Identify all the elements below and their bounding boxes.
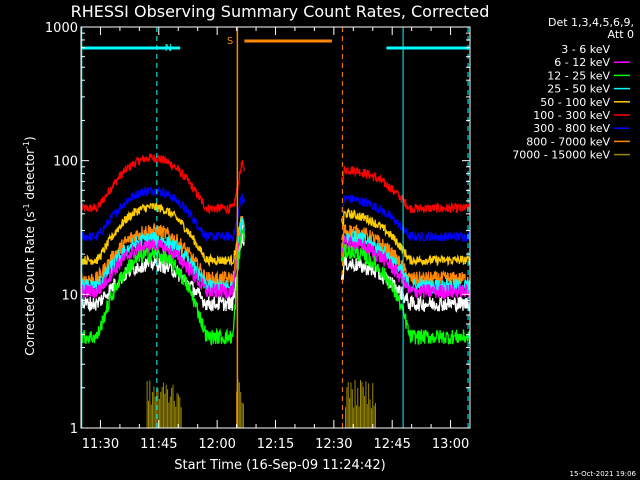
x-tick-label-1: 11:45 [140, 437, 177, 452]
legend-label-5: 50 - 100 keV [540, 96, 610, 109]
series-line-6-seg-2 [340, 165, 471, 214]
legend-label-7: 300 - 800 keV [533, 122, 610, 135]
series-line-5-seg-2 [340, 207, 471, 267]
series-line-3-seg-2 [340, 243, 471, 346]
legend-label-9: 7000 - 15000 keV [512, 149, 610, 162]
x-tick-label-3: 12:15 [257, 437, 294, 452]
series-line-1-seg-1 [81, 225, 245, 312]
legend-label-6: 100 - 300 keV [533, 109, 610, 122]
x-axis-label: Start Time (16-Sep-09 11:24:42) [174, 458, 385, 473]
x-tick-label-0: 11:30 [82, 437, 119, 452]
series-line-3-seg-1 [81, 229, 245, 346]
chart-title: RHESSI Observing Summary Count Rates, Co… [71, 2, 490, 21]
series-line-1-seg-2 [340, 255, 471, 313]
series-line-4-seg-1 [81, 216, 245, 294]
y-tick-label-2: 100 [53, 155, 78, 170]
saa-label: S [227, 36, 233, 47]
series-line-5-seg-1 [81, 202, 245, 268]
legend-header-1: Det 1,3,4,5,6,9, [548, 16, 634, 29]
night-label: N [165, 43, 172, 54]
series-line-6-seg-1 [81, 153, 245, 215]
x-tick-label-5: 12:45 [373, 437, 410, 452]
legend-label-8: 800 - 7000 keV [526, 135, 610, 148]
legend-label-2: 6 - 12 keV [554, 56, 610, 69]
series-line-7-seg-2 [340, 194, 471, 243]
plot-frame [80, 26, 471, 429]
timestamp: 15-Oct-2021 19:06 [570, 470, 637, 478]
y-tick-label-1: 10 [61, 288, 78, 303]
legend-label-3: 12 - 25 keV [547, 69, 610, 82]
y-axis-label: Corrected Count Rate (s-1 detector-1) [22, 136, 37, 355]
x-tick-label-4: 12:30 [315, 437, 352, 452]
series-line-7-seg-1 [81, 185, 245, 242]
x-tick-label-6: 13:00 [432, 437, 469, 452]
legend-label-1: 3 - 6 keV [561, 43, 610, 56]
x-tick-label-2: 12:00 [198, 437, 235, 452]
legend-header-2: Att 0 [608, 28, 634, 41]
y-tick-label-0: 1 [70, 422, 78, 437]
series-line-4-seg-2 [340, 230, 471, 296]
legend-label-4: 25 - 50 keV [547, 83, 610, 96]
y-tick-label-3: 1000 [45, 21, 78, 36]
